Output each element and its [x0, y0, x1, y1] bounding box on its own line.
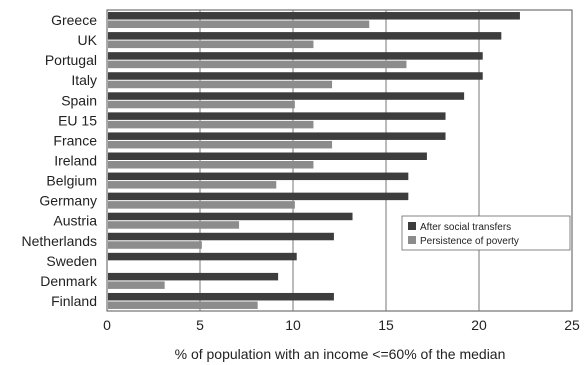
bar-uk-persistence-of-poverty — [108, 40, 314, 49]
x-tick-25: 25 — [564, 317, 580, 333]
bar-spain-persistence-of-poverty — [108, 100, 295, 109]
bars — [108, 12, 520, 309]
bar-germany-persistence-of-poverty — [108, 201, 295, 209]
plot-area — [106, 9, 573, 312]
x-tick-20: 20 — [471, 317, 487, 333]
bar-uk-after-social-transfers — [108, 32, 502, 40]
category-label-austria: Austria — [53, 213, 97, 229]
gridlines — [199, 10, 480, 311]
category-label-germany: Germany — [39, 193, 97, 209]
x-tick-5: 5 — [196, 317, 204, 333]
category-label-italy: Italy — [71, 72, 97, 88]
bar-ireland-after-social-transfers — [108, 152, 427, 160]
bar-finland-after-social-transfers — [108, 292, 334, 301]
bar-belgium-persistence-of-poverty — [108, 181, 277, 189]
bar-eu-15-persistence-of-poverty — [108, 120, 314, 129]
bar-finland-persistence-of-poverty — [108, 301, 258, 309]
bar-netherlands-persistence-of-poverty — [108, 241, 202, 249]
bar-portugal-persistence-of-poverty — [108, 60, 407, 69]
bar-germany-after-social-transfers — [108, 192, 409, 201]
category-labels: Greece UK Portugal Italy Spain EU 15 France Ire… — [22, 12, 98, 309]
category-label-uk: UK — [78, 32, 98, 48]
bar-greece-after-social-transfers — [108, 12, 520, 20]
legend: After social transfers Persistence of po… — [401, 215, 571, 251]
bar-italy-persistence-of-poverty — [108, 80, 333, 89]
bar-denmark-after-social-transfers — [108, 272, 279, 281]
bar-denmark-persistence-of-poverty — [108, 281, 165, 289]
bar-eu-15-after-social-transfers — [108, 112, 446, 120]
category-label-ireland: Ireland — [54, 153, 97, 169]
category-label-eu-15: EU 15 — [58, 112, 97, 128]
bar-france-persistence-of-poverty — [108, 140, 333, 149]
legend-swatch-after-social-transfers — [408, 222, 416, 230]
legend-label-after-social-transfers: After social transfers — [420, 222, 511, 233]
bar-greece-persistence-of-poverty — [108, 20, 370, 29]
bar-portugal-after-social-transfers — [108, 52, 483, 60]
x-tick-15: 15 — [378, 317, 394, 333]
category-label-portugal: Portugal — [45, 52, 97, 68]
bar-sweden-after-social-transfers — [108, 252, 297, 261]
bar-belgium-after-social-transfers — [108, 172, 409, 181]
x-tick-10: 10 — [285, 317, 301, 333]
x-axis-title: % of population with an income <=60% of … — [175, 346, 506, 362]
legend-swatch-persistence-of-poverty — [408, 236, 416, 244]
bar-netherlands-after-social-transfers — [108, 232, 334, 241]
bar-spain-after-social-transfers — [108, 92, 465, 100]
category-label-france: France — [53, 132, 97, 148]
bar-ireland-persistence-of-poverty — [108, 161, 314, 169]
category-label-denmark: Denmark — [40, 273, 98, 289]
x-tick-0: 0 — [103, 317, 111, 333]
legend-box — [401, 215, 571, 251]
category-label-greece: Greece — [51, 12, 97, 28]
category-label-finland: Finland — [51, 293, 97, 309]
bar-italy-after-social-transfers — [108, 72, 483, 80]
category-label-belgium: Belgium — [46, 173, 97, 189]
bar-austria-after-social-transfers — [108, 212, 353, 221]
category-label-sweden: Sweden — [46, 253, 97, 269]
bar-france-after-social-transfers — [108, 132, 446, 140]
category-label-spain: Spain — [61, 92, 97, 108]
category-label-netherlands: Netherlands — [22, 233, 98, 249]
legend-label-persistence-of-poverty: Persistence of poverty — [420, 236, 519, 247]
x-tick-labels: 0 5 10 15 20 25 — [103, 317, 580, 333]
bar-austria-persistence-of-poverty — [108, 221, 240, 229]
